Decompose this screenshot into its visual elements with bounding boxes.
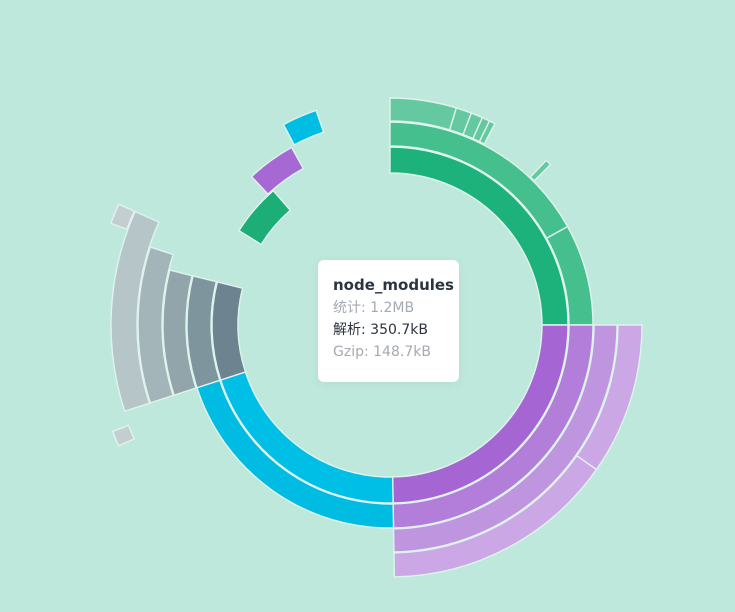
- sunburst-segment-slate-depth3-18[interactable]: [162, 269, 197, 397]
- sunburst-segment-cyan-depth3-25[interactable]: [282, 109, 325, 146]
- sunburst-segment-green-depth3-8[interactable]: [529, 159, 552, 182]
- tooltip-title: node_modules: [333, 276, 454, 294]
- sunburst-segment-slate-depth4-19[interactable]: [137, 246, 175, 404]
- sunburst-segment-slate-depth5-20[interactable]: [110, 210, 160, 413]
- sunburst-segment-purple-depth3-11[interactable]: [392, 324, 618, 553]
- sunburst-segment-slate-depth6-22[interactable]: [110, 203, 136, 231]
- tooltip-parsed-size: 解析: 350.7kB: [333, 322, 428, 338]
- sunburst-segment-slate-depth6-21[interactable]: [111, 424, 136, 447]
- sunburst-segment-slate-depth2-17[interactable]: [186, 275, 221, 389]
- sunburst-segment-violet-depth2-24[interactable]: [250, 146, 305, 196]
- tooltip-gzip-size: Gzip: 148.7kB: [333, 344, 431, 360]
- tooltip: node_modules 统计: 1.2MB 解析: 350.7kB Gzip:…: [318, 260, 459, 382]
- sunburst-segment-teal-depth1-23[interactable]: [238, 189, 292, 246]
- tooltip-stat-size: 统计: 1.2MB: [333, 300, 415, 316]
- sunburst-segment-purple-depth4-13[interactable]: [393, 454, 598, 578]
- sunburst-segment-slate-depth1-16[interactable]: [211, 281, 247, 381]
- sunburst-segment-green-depth3-7[interactable]: [478, 120, 496, 145]
